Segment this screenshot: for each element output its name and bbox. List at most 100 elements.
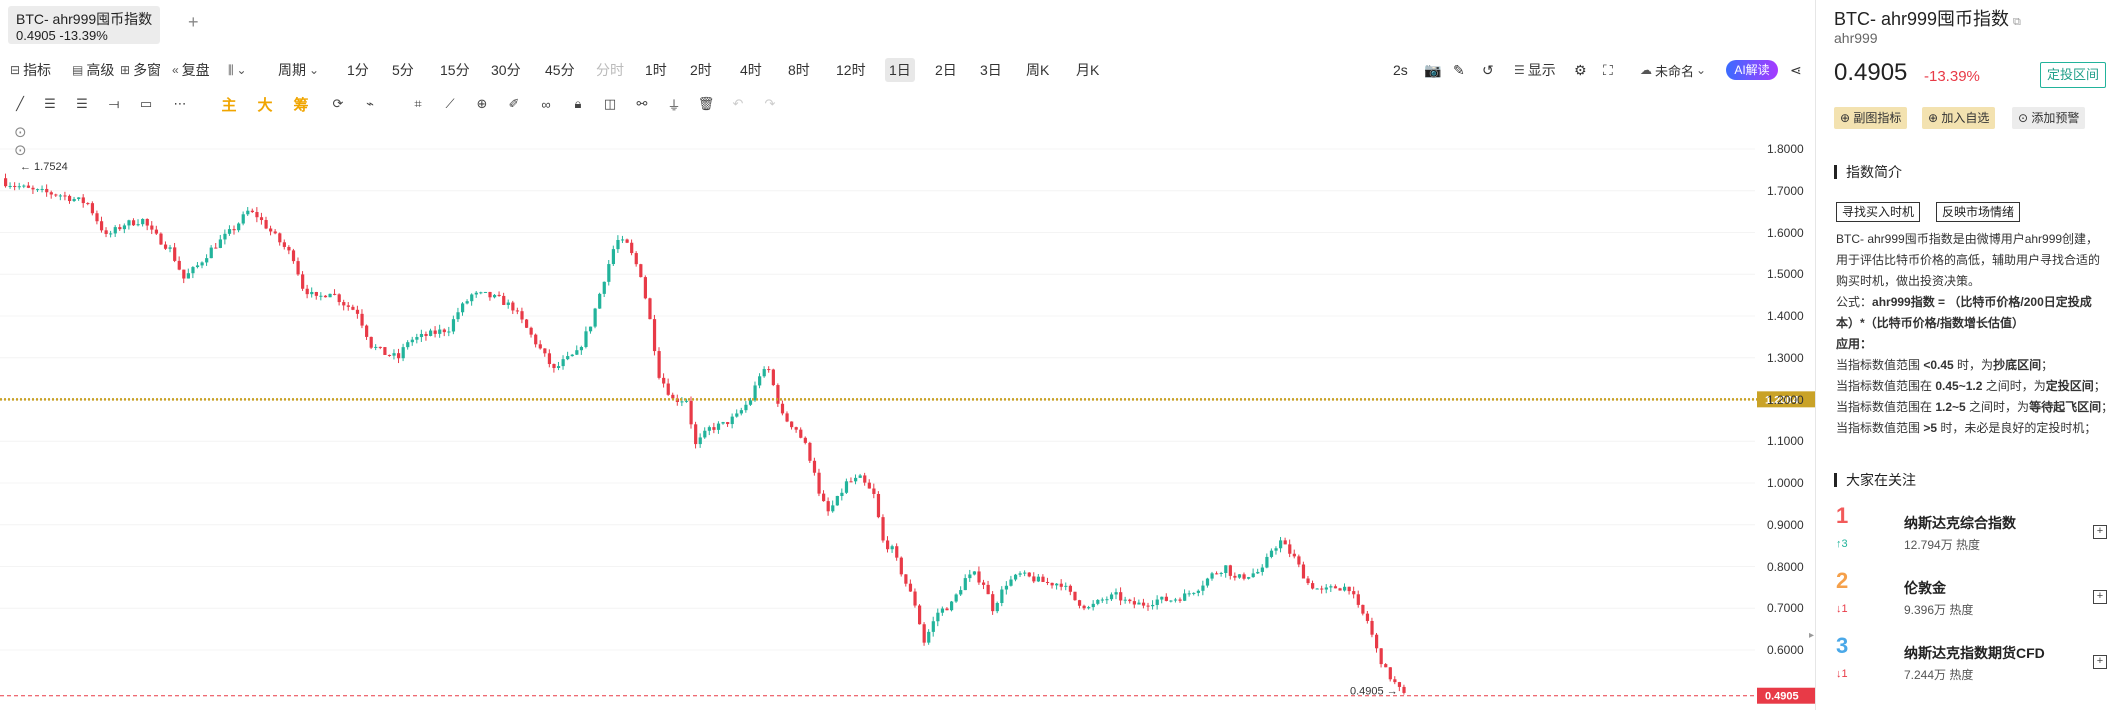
candle <box>378 346 382 348</box>
channel-icon[interactable]: ☰ <box>76 96 88 111</box>
watch-item-name[interactable]: 纳斯达克综合指数 <box>1904 515 2016 531</box>
candle <box>1077 600 1082 606</box>
y-tick-label: 0.7000 <box>1767 601 1804 616</box>
candle <box>374 346 378 348</box>
period-分时[interactable]: 分时 <box>596 62 624 78</box>
ruler-icon[interactable]: ⟋ <box>445 96 455 111</box>
period-1时[interactable]: 1时 <box>645 62 667 78</box>
candle <box>1393 679 1397 683</box>
period-2时[interactable]: 2时 <box>690 62 712 78</box>
rules-list: 当指标数值范围 <0.45 时，为抄底区间； 当指标数值范围在 0.45~1.2 … <box>1836 355 2111 439</box>
hray-icon[interactable]: ⟞ <box>108 96 120 111</box>
candle <box>168 247 172 249</box>
add-alert-button[interactable]: ⊙ 添加预警 <box>2012 107 2086 129</box>
undo-icon[interactable]: ↺ <box>1482 61 1494 78</box>
period-45分[interactable]: 45分 <box>545 62 575 78</box>
candle <box>191 267 195 274</box>
multi-window-button[interactable]: ⊞ 多窗 <box>120 58 161 82</box>
redo-icon[interactable]: ↷ <box>764 96 776 111</box>
candle <box>1320 588 1324 590</box>
fullscreen-icon[interactable]: ⛶ <box>1603 61 1613 78</box>
period-1分[interactable]: 1分 <box>347 62 369 78</box>
candle <box>232 229 236 231</box>
period-月K[interactable]: 月K <box>1076 62 1100 78</box>
list-icon: ☰ <box>1514 63 1525 77</box>
candle <box>776 385 780 404</box>
settings-icon[interactable]: ⚙ <box>1574 61 1587 78</box>
candle <box>1132 601 1136 605</box>
watch-item-name[interactable]: 伦敦金 <box>1904 580 1946 596</box>
candle <box>1297 556 1301 565</box>
candle <box>872 488 876 494</box>
display-button[interactable]: ☰ 显示 <box>1514 58 1556 82</box>
watch-item-name[interactable]: 纳斯达克指数期货CFD <box>1904 645 2045 661</box>
filter-icon[interactable]: ⏚ <box>667 97 681 113</box>
trash-icon[interactable]: 🗑︎ <box>697 96 715 111</box>
expand-icon[interactable]: ⊙ <box>14 142 27 159</box>
chart-type-button[interactable]: ⫼ ⌄ <box>228 58 250 82</box>
rectangle-icon[interactable]: ▭ <box>139 96 153 111</box>
sub-indicator-button[interactable]: ⊕ 副图指标 <box>1834 107 1908 129</box>
add-watch-item-button[interactable]: + <box>2093 590 2107 604</box>
chart-svg[interactable]: 1.2004 0.4905 0.4905 → ← 1.7524 <box>0 118 1815 710</box>
reference-price-tag <box>1757 391 1815 408</box>
period-4时[interactable]: 4时 <box>740 62 762 78</box>
period-15分[interactable]: 15分 <box>440 62 470 78</box>
period-30分[interactable]: 30分 <box>491 62 521 78</box>
trendline-icon[interactable]: ╱ <box>16 96 24 111</box>
pattern-icon[interactable]: ∞ <box>541 96 551 112</box>
period-3日[interactable]: 3日 <box>980 62 1002 78</box>
lock-icon[interactable]: 🔒︎ <box>574 96 582 111</box>
add-watch-item-button[interactable]: + <box>2093 655 2107 669</box>
candle <box>250 210 254 213</box>
add-tab-button[interactable]: + <box>188 12 199 32</box>
pen-icon[interactable]: ✎ <box>1453 61 1465 78</box>
refresh-interval[interactable]: 2s <box>1393 62 1408 78</box>
indicator-button[interactable]: ⊟ 指标 <box>10 58 51 82</box>
period-2日[interactable]: 2日 <box>935 62 957 78</box>
chip-button[interactable]: 筹 <box>293 96 309 114</box>
candle <box>264 220 268 229</box>
rule-item: 当指标数值范围在 0.45~1.2 之间时，为定投区间； <box>1836 379 2106 393</box>
y-tick-label: 0.6000 <box>1767 643 1804 657</box>
big-order-button[interactable]: 大 <box>257 96 273 114</box>
zoom-icon[interactable]: ⊕ <box>476 96 488 111</box>
collapse-panel-icon[interactable]: ▸ <box>1809 630 1815 641</box>
period-8时[interactable]: 8时 <box>788 62 810 78</box>
advanced-button[interactable]: ▤ 高级 <box>72 58 114 82</box>
magnet-icon[interactable]: ⌁ <box>366 96 374 111</box>
ai-analysis-button[interactable]: AI解读 <box>1726 60 1778 80</box>
period-5分[interactable]: 5分 <box>392 62 414 78</box>
candle <box>538 344 542 349</box>
candle <box>771 369 775 386</box>
candle <box>620 239 625 241</box>
period-dropdown[interactable]: 周期 ⌄ <box>278 58 322 82</box>
expand-icon[interactable]: ⊙ <box>14 124 27 141</box>
period-周K[interactable]: 周K <box>1026 62 1050 78</box>
copy-icon[interactable]: ⧉ <box>2013 16 2021 28</box>
share-icon[interactable]: ⋖ <box>1790 61 1802 78</box>
watch-item-heat: 7.244万 热度 <box>1904 668 1974 682</box>
period-12时[interactable]: 12时 <box>836 62 866 78</box>
chart-tab[interactable]: BTC- ahr999囤币指数 0.4905 -13.39% <box>8 6 160 44</box>
more-tools-icon[interactable]: ⋯ <box>173 96 187 111</box>
candlestick-chart[interactable]: 1.2004 0.4905 0.4905 → ← 1.7524 ⊙ ⊙ 1.8000 1… <box>0 118 1815 710</box>
add-watch-item-button[interactable]: + <box>2093 525 2107 539</box>
replay-button[interactable]: «复盘 <box>172 58 210 82</box>
crop-icon[interactable]: ⌗ <box>414 96 422 111</box>
link-icon[interactable]: ⚯ <box>636 96 648 111</box>
candle <box>182 269 186 279</box>
candle <box>790 421 794 428</box>
sync-icon[interactable]: ⟳ <box>332 96 344 111</box>
period-1日[interactable]: 1日 <box>885 58 915 82</box>
brush-icon[interactable]: ✐ <box>508 96 520 111</box>
candle <box>844 481 849 493</box>
layout-dropdown[interactable]: ☁ 未命名 ⌄ <box>1640 58 1709 82</box>
main-force-button[interactable]: 主 <box>221 96 237 114</box>
hide-icon[interactable]: ◫ <box>603 96 617 111</box>
add-watch-button[interactable]: ⊕ 加入自选 <box>1922 107 1996 129</box>
camera-icon[interactable]: 📷 <box>1424 61 1442 78</box>
undo-icon[interactable]: ↶ <box>732 96 744 111</box>
candle <box>1324 587 1328 590</box>
hlines-icon[interactable]: ☰ <box>44 96 56 111</box>
